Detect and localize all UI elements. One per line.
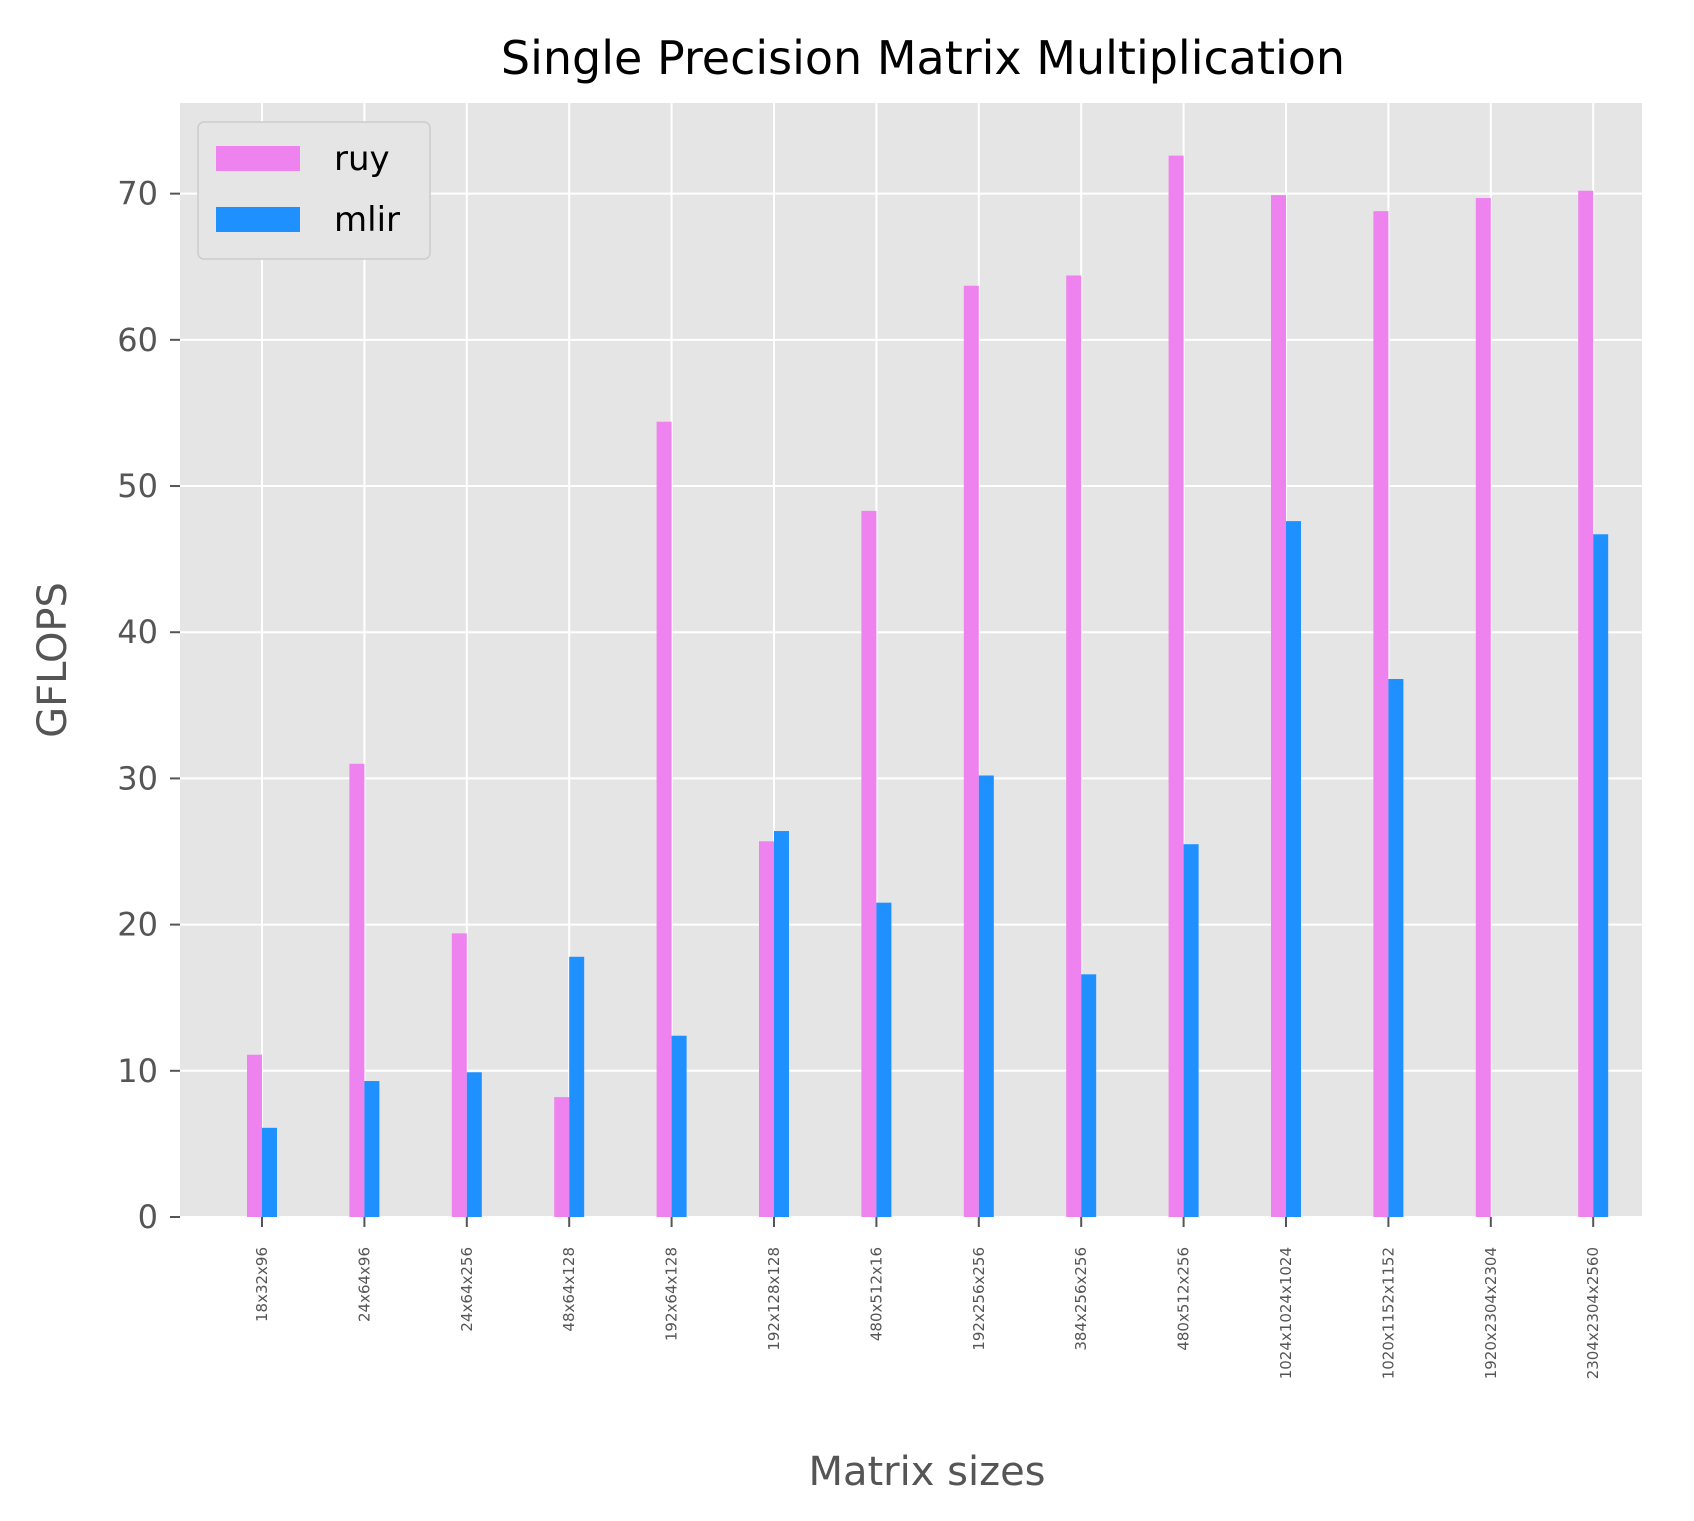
bar-ruy-48x64x128 [554,1097,570,1217]
y-tick-label-4: 40 [117,613,158,651]
bar-ruy-192x64x128 [656,421,672,1218]
y-axis-label: GFLOPS [30,582,76,738]
bar-mlir-1024x1024x1024 [1286,521,1301,1217]
x-tick-label-3: 48x64x128 [560,1247,578,1332]
bar-ruy-192x128x128 [759,841,774,1217]
bar-mlir-480x512x256 [1183,844,1199,1217]
bar-mlir-192x64x128 [671,1035,687,1217]
x-tick-label-5: 192x128x128 [765,1247,783,1351]
legend-swatch-ruy [216,146,300,171]
y-tick-label-1: 10 [117,1052,158,1090]
bar-mlir-24x64x256 [466,1072,482,1217]
bar-ruy-2304x2304x2560 [1578,190,1594,1217]
x-tick-label-12: 1920x2304x2304 [1482,1247,1500,1379]
x-tick-label-8: 384x256x256 [1072,1247,1090,1351]
x-tick-label-6: 480x512x16 [867,1247,885,1341]
x-tick-label-13: 2304x2304x2560 [1584,1247,1602,1379]
x-tick-label-2: 24x64x256 [458,1247,476,1332]
bar-mlir-18x32x96 [262,1127,277,1217]
x-tick-label-11: 1020x1152x1152 [1379,1247,1397,1379]
bar-ruy-24x64x96 [349,763,365,1217]
x-tick-label-10: 1024x1024x1024 [1277,1247,1295,1379]
bars [247,155,1609,1218]
bar-mlir-2304x2304x2560 [1593,534,1609,1217]
plot-background [180,103,1642,1217]
bar-mlir-1020x1152x1152 [1388,679,1404,1217]
x-tick-label-1: 24x64x96 [355,1247,373,1322]
y-tick-label-6: 60 [117,321,158,359]
bar-mlir-24x64x96 [364,1081,380,1217]
x-tick-label-4: 192x64x128 [663,1247,681,1341]
bar-ruy-192x256x256 [963,285,979,1217]
legend-swatch-mlir [216,207,300,232]
bar-mlir-192x256x256 [978,775,994,1217]
chart-title: Single Precision Matrix Multiplication [501,31,1345,85]
y-tick-label-2: 20 [117,906,158,944]
bar-ruy-480x512x256 [1168,155,1184,1218]
x-axis-ticks: 18x32x96 24x64x96 24x64x256 48x64x128 192x64… [253,1217,1602,1379]
legend: ruy mlir [197,121,431,260]
y-axis-ticks: 0 10 20 30 40 50 60 70 [117,175,180,1236]
bar-ruy-18x32x96 [247,1054,262,1217]
x-tick-label-9: 480x512x256 [1175,1247,1193,1351]
legend-label-mlir: mlir [334,200,400,240]
y-tick-label-3: 30 [117,759,158,797]
bar-ruy-24x64x256 [451,933,467,1217]
x-axis-label: Matrix sizes [808,1449,1045,1495]
bar-mlir-480x512x16 [876,902,892,1217]
bar-mlir-384x256x256 [1081,974,1097,1217]
y-tick-label-5: 50 [117,467,158,505]
bar-mlir-192x128x128 [774,831,789,1217]
x-tick-label-7: 192x256x256 [970,1247,988,1351]
bar-ruy-1024x1024x1024 [1271,195,1286,1217]
y-tick-label-7: 70 [117,175,158,213]
bar-ruy-1920x2304x2304 [1475,198,1491,1217]
bar-ruy-1020x1152x1152 [1373,211,1389,1218]
y-tick-label-0: 0 [138,1198,158,1236]
bar-ruy-384x256x256 [1066,275,1082,1218]
bar-ruy-480x512x16 [861,510,877,1217]
bar-mlir-48x64x128 [569,956,585,1217]
legend-label-ruy: ruy [334,139,390,179]
x-tick-label-0: 18x32x96 [253,1247,271,1322]
